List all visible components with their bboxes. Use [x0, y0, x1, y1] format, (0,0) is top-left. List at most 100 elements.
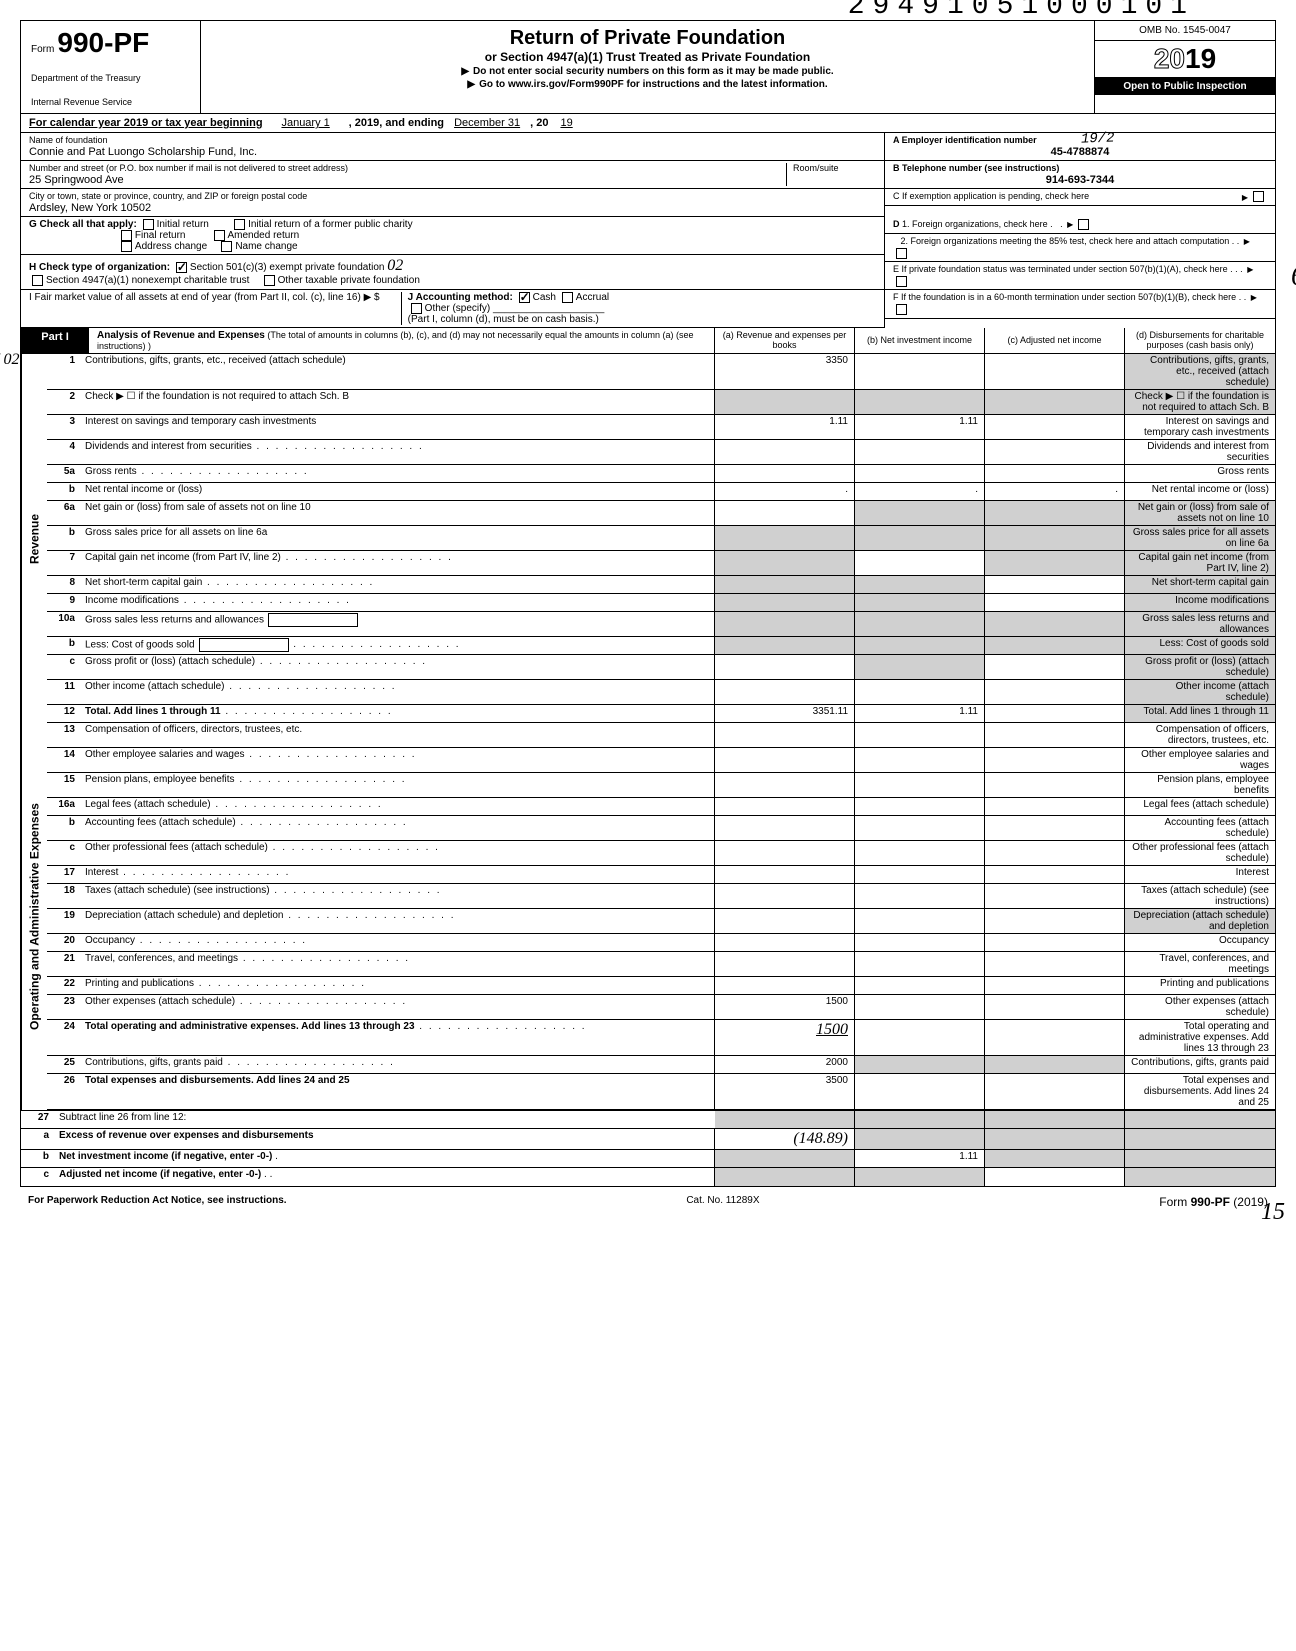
checkbox-other[interactable]	[411, 303, 422, 314]
line-description: Total operating and administrative expen…	[81, 1020, 715, 1055]
cell-a: 3500	[715, 1074, 855, 1109]
table-row: 16aLegal fees (attach schedule)Legal fee…	[47, 798, 1275, 816]
d2-label: 2. Foreign organizations meeting the 85%…	[901, 236, 1230, 246]
cell-b	[855, 1020, 985, 1055]
line-number: 23	[47, 995, 81, 1019]
checkbox-f[interactable]	[896, 304, 907, 315]
table-row: bLess: Cost of goods soldLess: Cost of g…	[47, 637, 1275, 655]
cell-a	[715, 841, 855, 865]
checkbox-initial-former[interactable]	[234, 219, 245, 230]
table-row: 2Check ▶ ☐ if the foundation is not requ…	[47, 390, 1275, 415]
cell-b	[855, 655, 985, 679]
line-description: Interest on savings and temporary cash i…	[81, 415, 715, 439]
cell-b	[855, 977, 985, 994]
cell-a	[715, 465, 855, 482]
street-address: 25 Springwood Ave	[29, 174, 786, 186]
begin-date: January 1	[266, 117, 346, 129]
cell-d: Gross sales price for all assets on line…	[1125, 526, 1275, 550]
checkbox-4947[interactable]	[32, 275, 43, 286]
cell-d: Total operating and administrative expen…	[1125, 1020, 1275, 1055]
omb-number: OMB No. 1545-0047	[1095, 21, 1275, 41]
line-description: Accounting fees (attach schedule)	[81, 816, 715, 840]
revenue-table: Revenue 1Contributions, gifts, grants, e…	[21, 354, 1275, 723]
checkbox-accrual[interactable]	[562, 292, 573, 303]
cell-c	[985, 884, 1125, 908]
top-barcode-number: 29491051000101	[848, 0, 1195, 22]
line-description: Interest	[81, 866, 715, 883]
table-row: 23Other expenses (attach schedule)1500Ot…	[47, 995, 1275, 1020]
line-number: 22	[47, 977, 81, 994]
cell-c	[985, 798, 1125, 815]
cell-a: 2000	[715, 1056, 855, 1073]
cell-a	[715, 748, 855, 772]
table-row: 10aGross sales less returns and allowanc…	[47, 612, 1275, 637]
cell-a	[715, 501, 855, 525]
dept-treasury: Department of the Treasury	[31, 73, 190, 83]
checkbox-d2[interactable]	[896, 248, 907, 259]
open-inspection: Open to Public Inspection	[1095, 78, 1275, 95]
line-number: b	[47, 816, 81, 840]
cell-c	[985, 354, 1125, 389]
cell-d: Printing and publications	[1125, 977, 1275, 994]
cell-d: Check ▶ ☐ if the foundation is not requi…	[1125, 390, 1275, 414]
dept-irs: Internal Revenue Service	[31, 97, 190, 107]
cell-d: Pension plans, employee benefits	[1125, 773, 1275, 797]
checkbox-e[interactable]	[896, 276, 907, 287]
cell-d: Total. Add lines 1 through 11	[1125, 705, 1275, 722]
checkbox-initial[interactable]	[143, 219, 154, 230]
form-footer: For Paperwork Reduction Act Notice, see …	[20, 1191, 1276, 1213]
cell-a	[715, 526, 855, 550]
cell-c	[985, 551, 1125, 575]
line-description: Net short-term capital gain	[81, 576, 715, 593]
checkbox-cash[interactable]	[519, 292, 530, 303]
cell-d: Interest on savings and temporary cash i…	[1125, 415, 1275, 439]
title-line2: Go to www.irs.gov/Form990PF for instruct…	[479, 79, 828, 90]
cell-d: Compensation of officers, directors, tru…	[1125, 723, 1275, 747]
cell-b	[855, 866, 985, 883]
line-description: Gross sales price for all assets on line…	[81, 526, 715, 550]
checkbox-501c3[interactable]	[176, 262, 187, 273]
checkbox-d1[interactable]	[1078, 219, 1089, 230]
cell-d: Net rental income or (loss)	[1125, 483, 1275, 500]
expenses-side-label: Operating and Administrative Expenses	[21, 723, 47, 1110]
cell-a	[715, 390, 855, 414]
cell-c	[985, 909, 1125, 933]
cell-a	[715, 680, 855, 704]
cell-b	[855, 748, 985, 772]
line-description: Pension plans, employee benefits	[81, 773, 715, 797]
fmv-label: I Fair market value of all assets at end…	[29, 292, 380, 303]
line-description: Net rental income or (loss)	[81, 483, 715, 500]
line-description: Other professional fees (attach schedule…	[81, 841, 715, 865]
line-number: 9	[47, 594, 81, 611]
footer-form-id: Form 990-PF (2019)	[1159, 1195, 1268, 1209]
cell-a	[715, 816, 855, 840]
checkbox-name[interactable]	[221, 241, 232, 252]
line-number: c	[47, 655, 81, 679]
table-row: 22Printing and publicationsPrinting and …	[47, 977, 1275, 995]
line-number: 6a	[47, 501, 81, 525]
form-title: Return of Private Foundation	[211, 27, 1084, 50]
cell-d: Legal fees (attach schedule)	[1125, 798, 1275, 815]
line-number: 24	[47, 1020, 81, 1055]
cell-a	[715, 934, 855, 951]
checkbox-c[interactable]	[1253, 191, 1264, 202]
cell-a	[715, 952, 855, 976]
checkbox-final[interactable]	[121, 230, 132, 241]
cell-b	[855, 594, 985, 611]
checkbox-address[interactable]	[121, 241, 132, 252]
cell-d: Income modifications	[1125, 594, 1275, 611]
line-description: Other expenses (attach schedule)	[81, 995, 715, 1019]
cell-a	[715, 723, 855, 747]
cell-d: Contributions, gifts, grants, etc., rece…	[1125, 354, 1275, 389]
form-number: 990-PF	[57, 27, 149, 58]
cell-d: Gross rents	[1125, 465, 1275, 482]
cell-b	[855, 680, 985, 704]
checkbox-other-taxable[interactable]	[264, 275, 275, 286]
cell-b	[855, 612, 985, 636]
cell-b: 1.11	[855, 415, 985, 439]
cell-c	[985, 723, 1125, 747]
checkbox-amended[interactable]	[214, 230, 225, 241]
f-label: F If the foundation is in a 60-month ter…	[893, 292, 1236, 302]
city-label: City or town, state or province, country…	[29, 191, 876, 201]
table-row: 5aGross rentsGross rents	[47, 465, 1275, 483]
